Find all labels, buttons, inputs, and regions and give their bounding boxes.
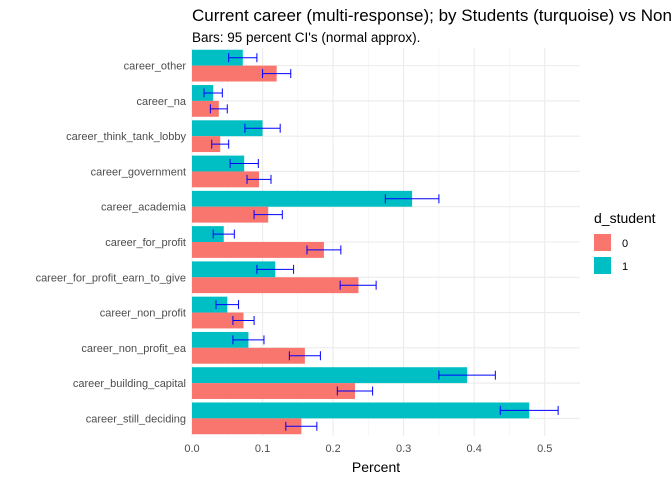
y-tick-label: career_think_tank_lobby — [66, 131, 186, 143]
bar-career_academia-d0 — [192, 206, 269, 223]
bar-career_still_deciding-d1 — [192, 402, 530, 419]
bar-career_building_capital-d1 — [192, 367, 468, 384]
error-bar-career_academia-d0 — [253, 210, 283, 220]
legend-key-0 — [594, 234, 611, 251]
x-tick-label: 0.4 — [467, 443, 482, 455]
error-bars-group — [203, 53, 559, 431]
chart-subtitle: Bars: 95 percent CI's (normal approx). — [192, 30, 420, 45]
bar-career_non_profit_ea-d0 — [192, 347, 305, 364]
x-tick-label: 0.2 — [325, 443, 340, 455]
x-tick-label: 0.5 — [537, 443, 552, 455]
x-tick-label: 0.0 — [184, 443, 199, 455]
bar-career_government-d1 — [192, 155, 245, 172]
bar-career_still_deciding-d0 — [192, 418, 302, 435]
error-bar-career_government-d1 — [229, 159, 259, 169]
bar-career_na-d0 — [192, 100, 219, 117]
y-tick-label: career_non_profit_ea — [81, 343, 186, 355]
y-tick-label: career_still_deciding — [86, 413, 186, 425]
bar-career_other-d0 — [192, 65, 277, 82]
error-bar-career_for_profit_earn_to_give-d0 — [339, 280, 377, 290]
error-bar-career_non_profit_ea-d1 — [232, 335, 265, 345]
y-tick-label: career_for_profit_earn_to_give — [36, 272, 186, 284]
legend-title: d_student — [594, 210, 656, 226]
error-bar-career_academia-d1 — [384, 194, 440, 204]
error-bar-career_think_tank_lobby-d1 — [244, 123, 281, 133]
legend-label-1: 1 — [622, 261, 628, 273]
error-bar-career_building_capital-d0 — [336, 386, 374, 396]
x-axis-title: Percent — [352, 459, 400, 475]
error-bar-career_government-d0 — [246, 174, 272, 184]
bar-career_for_profit_earn_to_give-d0 — [192, 277, 359, 294]
bar-career_for_profit-d0 — [192, 242, 324, 258]
y-tick-label: career_non_profit — [100, 308, 186, 320]
bar-career_non_profit-d1 — [192, 296, 228, 313]
error-bar-career_for_profit-d1 — [212, 229, 235, 239]
y-tick-label: career_building_capital — [73, 378, 186, 390]
bar-career_academia-d1 — [192, 190, 413, 207]
error-bar-career_for_profit-d0 — [306, 245, 342, 255]
error-bar-career_na-d1 — [203, 88, 223, 98]
error-bar-career_na-d0 — [209, 104, 228, 114]
y-tick-labels: career_other career_na career_think_tank_l… — [36, 61, 187, 426]
bar-career_non_profit-d0 — [192, 312, 244, 329]
error-bar-career_other-d0 — [262, 69, 292, 79]
y-tick-label: career_for_profit — [105, 237, 186, 249]
bar-career_think_tank_lobby-d0 — [192, 136, 221, 153]
y-tick-label: career_other — [124, 61, 187, 73]
legend-label-0: 0 — [622, 238, 628, 250]
error-bar-career_still_deciding-d1 — [499, 405, 559, 415]
bar-career_government-d0 — [192, 171, 260, 188]
y-tick-label: career_government — [91, 166, 186, 178]
error-bar-career_non_profit-d0 — [232, 315, 255, 325]
bar-career_na-d1 — [192, 85, 214, 101]
bar-career_for_profit_earn_to_give-d1 — [192, 261, 276, 278]
error-bar-career_other-d1 — [228, 53, 258, 63]
x-tick-label: 0.1 — [255, 443, 270, 455]
legend: d_student 0 1 — [594, 210, 656, 274]
legend-key-1 — [594, 257, 611, 274]
error-bar-career_non_profit_ea-d0 — [288, 351, 321, 361]
error-bar-career_non_profit-d1 — [215, 300, 240, 310]
x-tick-label: 0.3 — [396, 443, 411, 455]
bar-career_non_profit_ea-d1 — [192, 331, 249, 348]
error-bar-career_for_profit_earn_to_give-d1 — [256, 264, 295, 274]
error-bar-career_building_capital-d1 — [438, 370, 496, 380]
error-bar-career_think_tank_lobby-d0 — [211, 139, 230, 149]
y-tick-label: career_academia — [101, 202, 187, 214]
bar-career_other-d1 — [192, 49, 243, 66]
bars-group — [192, 49, 530, 435]
y-tick-label: career_na — [136, 96, 186, 108]
bar-career_for_profit-d1 — [192, 226, 224, 242]
error-bar-career_still_deciding-d0 — [285, 421, 318, 431]
bar-career_building_capital-d0 — [192, 383, 355, 399]
x-tick-labels: 0.0 0.1 0.2 0.3 0.4 0.5 — [184, 443, 552, 455]
chart-title: Current career (multi-response); by Stud… — [192, 6, 672, 25]
